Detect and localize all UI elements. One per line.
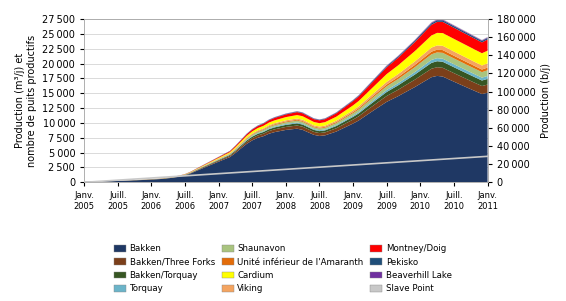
Y-axis label: Production (m³/j) et
nombre de puits productifs: Production (m³/j) et nombre de puits pro… (15, 35, 37, 167)
Legend: Bakken, Bakken/Three Forks, Bakken/Torquay, Torquay, Shaunavon, Unité inférieur : Bakken, Bakken/Three Forks, Bakken/Torqu… (111, 241, 455, 297)
Y-axis label: Production (b/j): Production (b/j) (541, 63, 551, 138)
